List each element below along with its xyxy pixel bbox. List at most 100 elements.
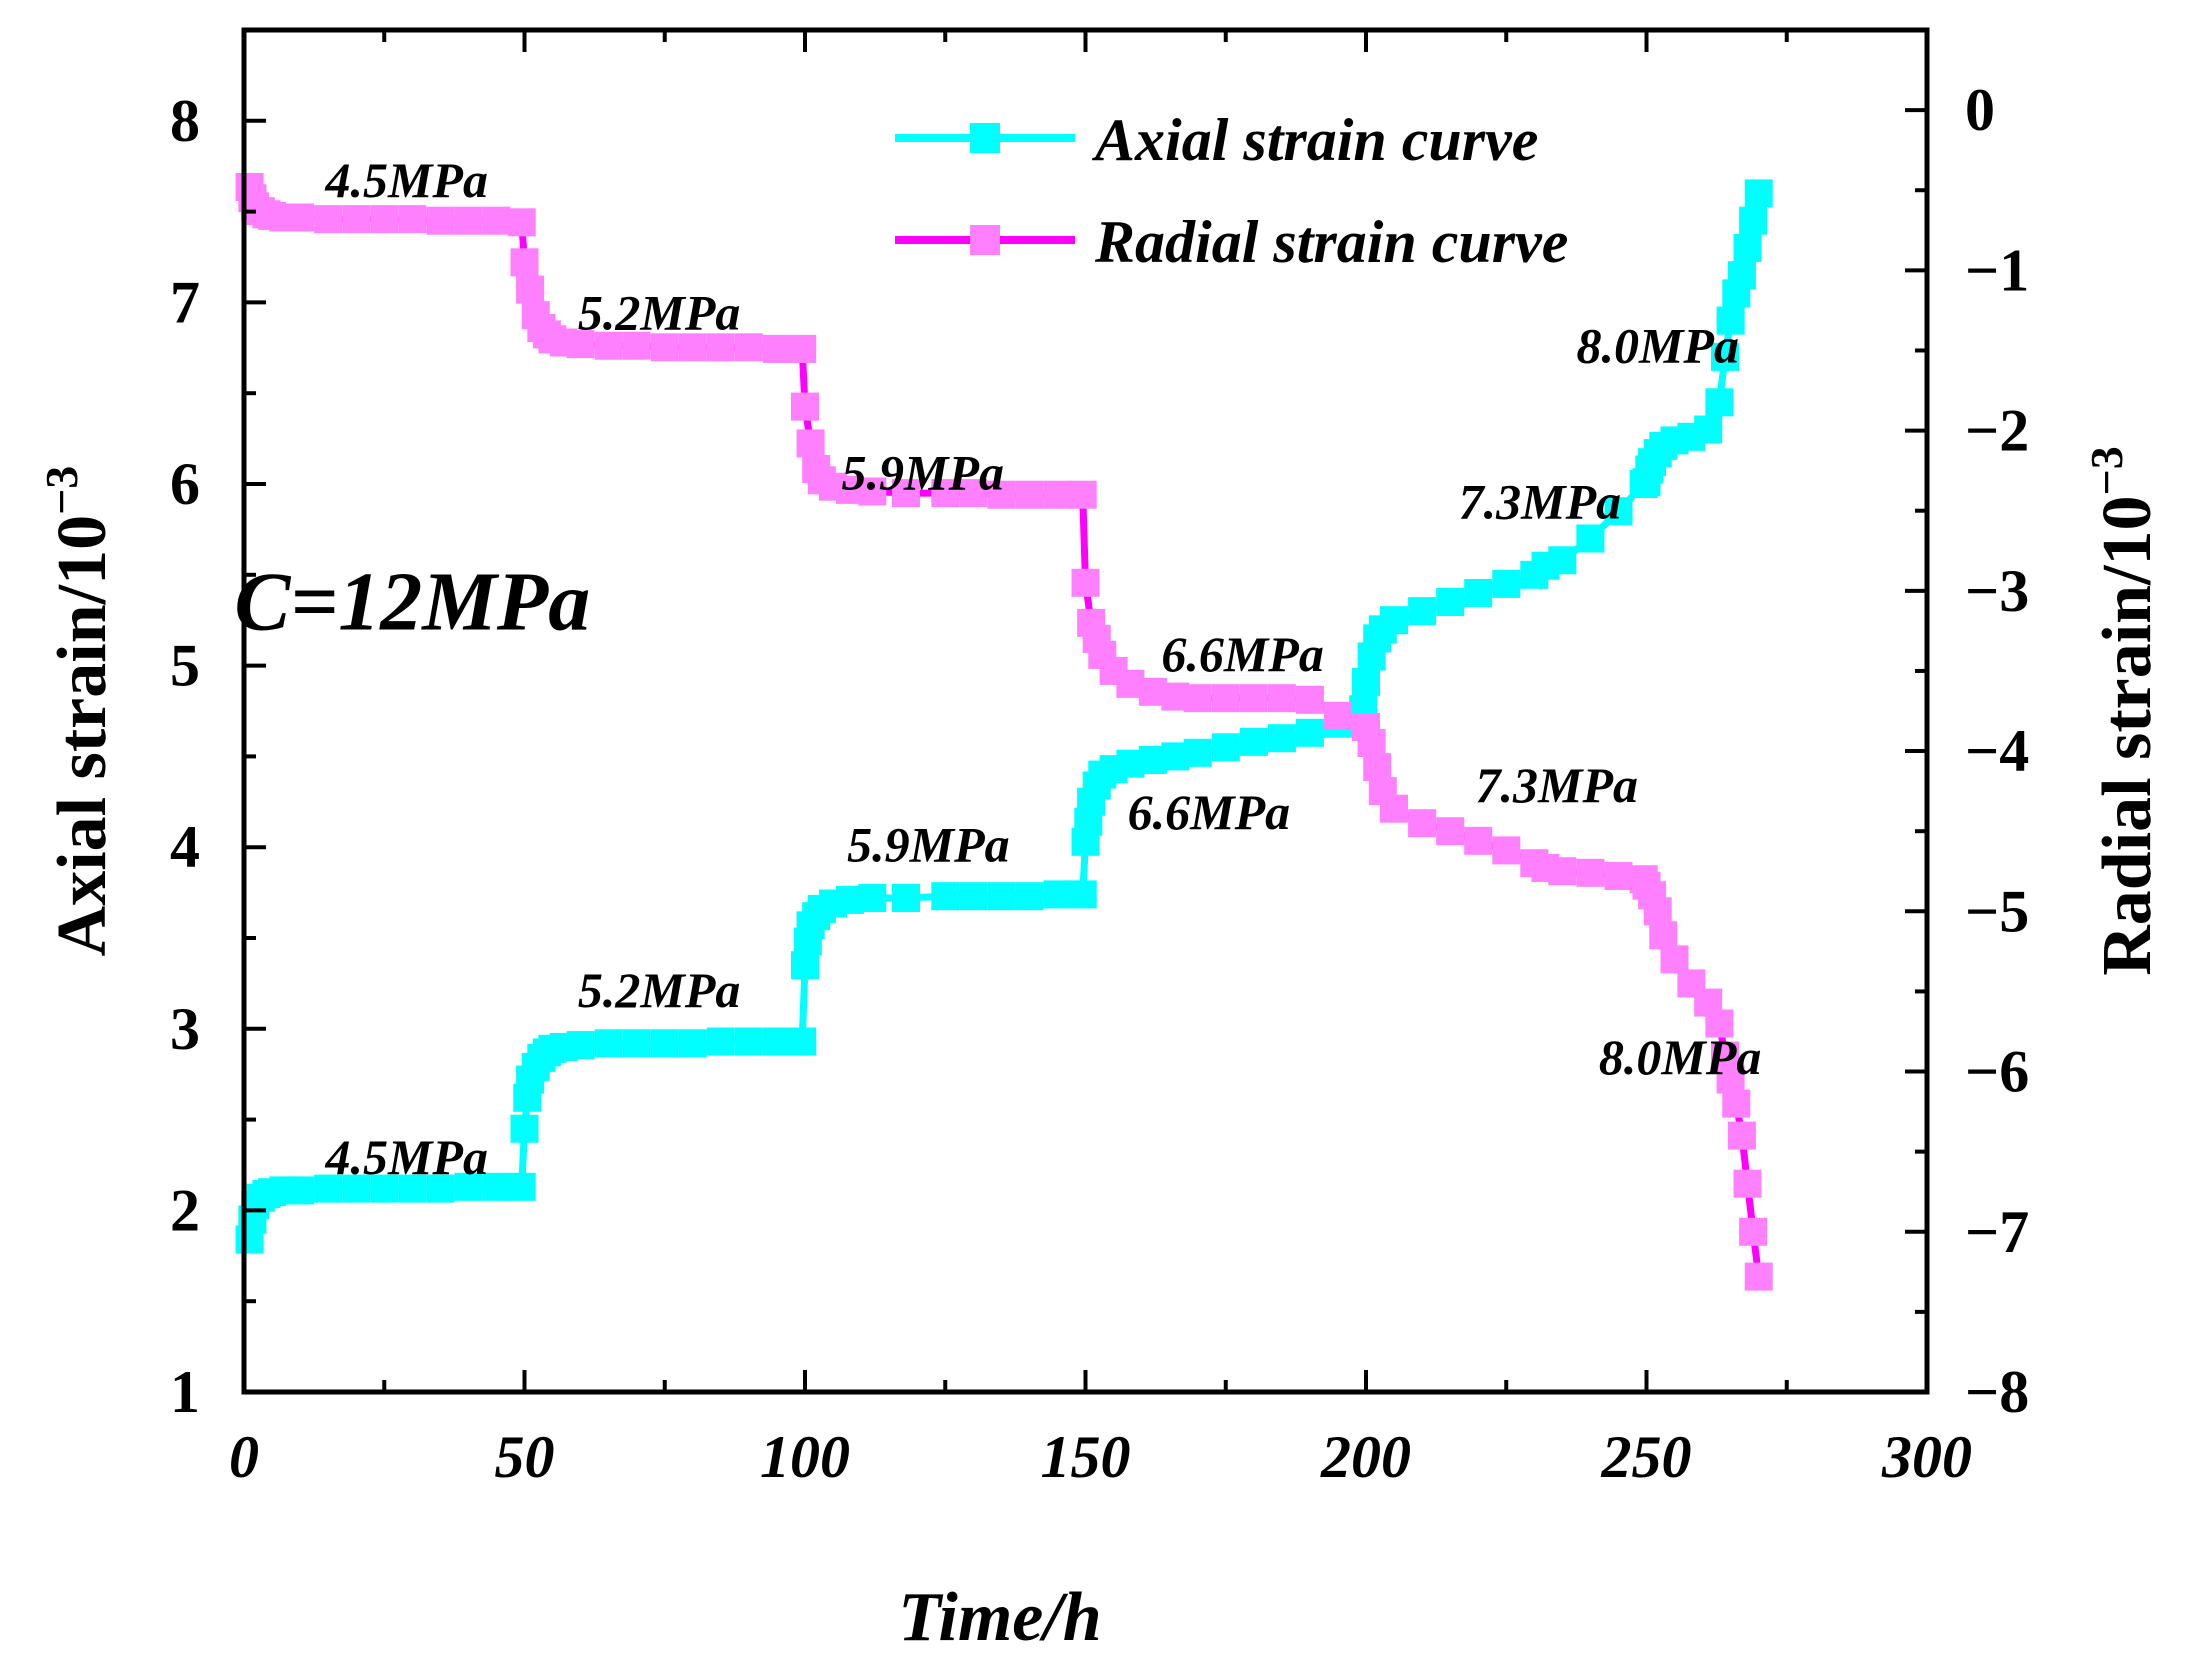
stress-level-annotation: 5.2MPa (578, 962, 741, 1018)
legend-radial-label: Radial strain curve (1094, 209, 1568, 275)
y-tick-label: 3 (170, 996, 200, 1062)
radial-strain-point (1239, 684, 1268, 713)
y2-tick-label: −3 (1965, 558, 2029, 624)
axial-strain-point (959, 882, 988, 911)
axial-strain-point (1711, 342, 1739, 371)
axial-strain-point (622, 1029, 651, 1058)
radial-strain-point (1408, 809, 1437, 838)
axial-strain-point (858, 884, 887, 912)
axial-strain-point (762, 1027, 791, 1056)
x-tick-label: 150 (1041, 1424, 1131, 1490)
y-tick-label: 7 (170, 269, 200, 335)
radial-strain-point (1183, 684, 1212, 713)
x-tick-label: 200 (1320, 1424, 1411, 1490)
svg-text:Radial strain/10−3: Radial strain/10−3 (2081, 446, 2166, 976)
axial-strain-point (987, 882, 1016, 911)
y-tick-label: 8 (170, 88, 200, 154)
radial-strain-point (1464, 826, 1493, 855)
radial-strain-point (398, 205, 427, 234)
radial-strain-point (1363, 753, 1392, 782)
axial-strain-point (1716, 306, 1745, 335)
radial-strain-point (1739, 1217, 1768, 1246)
y2-tick-label: −2 (1965, 398, 2029, 464)
radial-strain-point (1492, 836, 1521, 865)
axial-strain-point (566, 1031, 595, 1060)
radial-strain-point (510, 248, 539, 277)
label-layer: 0 50 100 150 200 250 300 1 2 3 4 5 6 7 8 0 −1 −2 −3 −4 −5 −6 −… (170, 77, 2029, 1490)
y-tick-label: 4 (170, 814, 200, 880)
radial-strain-point (678, 333, 707, 362)
plot-frame (241, 27, 1930, 1395)
axial-strain-point (1548, 546, 1577, 575)
axial-strain-point (1705, 388, 1734, 417)
axial-strain-point (426, 1174, 455, 1203)
y-tick-label: 6 (170, 451, 200, 517)
radial-strain-point (594, 331, 623, 360)
tick-layer (242, 28, 1929, 1394)
radial-strain-point (1727, 1121, 1756, 1150)
radial-strain-point (1660, 945, 1689, 974)
axial-strain-point (594, 1029, 623, 1058)
axial-strain-point (454, 1172, 483, 1201)
axial-strain-point (370, 1174, 399, 1203)
axial-strain-point (286, 1176, 315, 1205)
y2-tick-label: −7 (1965, 1199, 2029, 1265)
x-tick-label: 300 (1881, 1424, 1972, 1490)
radial-strain-point (1295, 685, 1324, 714)
stress-level-annotation: 4.5MPa (324, 1129, 488, 1185)
radial-strain-point (1733, 1169, 1762, 1198)
stress-level-annotation: 6.6MPa (1161, 626, 1324, 682)
axial-strain-point (1727, 261, 1756, 290)
y-tick-label: 1 (170, 1359, 200, 1425)
legend-axial-label: Axial strain curve (1091, 107, 1538, 173)
axial-strain-point (1015, 882, 1044, 911)
radial-strain-point (1211, 684, 1240, 713)
stress-level-annotation: 6.6MPa (1128, 784, 1291, 840)
axial-strain-point (1492, 569, 1521, 598)
y-axis-title: Axial strain/10−3 (36, 466, 121, 957)
radial-strain-point (734, 333, 763, 362)
radial-strain-point (1576, 858, 1605, 887)
radial-strain-point (1357, 729, 1386, 757)
radial-strain-point (286, 203, 315, 232)
radial-strain-point (370, 205, 399, 234)
y2-tick-label: −4 (1965, 718, 2029, 784)
y2-tick-label: −5 (1965, 878, 2029, 944)
radial-strain-point (1324, 701, 1352, 730)
radial-strain-point (1548, 857, 1577, 886)
radial-strain-point (791, 392, 819, 421)
y2-tick-label: −6 (1965, 1039, 2029, 1105)
axial-strain-point (1408, 597, 1437, 626)
axial-strain-point (788, 1027, 817, 1056)
radial-strain-point (931, 479, 960, 508)
axial-strain-point (1295, 718, 1324, 747)
stress-level-annotation: 5.2MPa (578, 285, 741, 341)
legend-axial-marker (970, 123, 1000, 153)
radial-strain-point (454, 206, 483, 235)
axial-strain-point (1380, 606, 1408, 635)
radial-strain-point (1043, 480, 1072, 509)
y2-axis-title-base: Radial strain/10 (2089, 495, 2166, 975)
radial-strain-point (1267, 684, 1296, 713)
radial-strain-point (566, 330, 595, 359)
radial-strain-point (1436, 817, 1465, 846)
radial-strain-point (762, 334, 791, 363)
stress-level-annotation: 8.0MPa (1576, 317, 1739, 373)
radial-strain-point (706, 333, 735, 362)
radial-strain-point (1380, 794, 1408, 823)
radial-strain-point (858, 477, 887, 506)
radial-strain-point (892, 479, 920, 508)
axial-strain-point (1464, 579, 1493, 607)
legend: Axial strain curve Radial strain curve (895, 107, 1568, 275)
radial-strain-point (516, 275, 545, 304)
radial-strain-point (622, 331, 651, 360)
axial-strain-point (1604, 497, 1633, 526)
radial-strain-point (650, 333, 679, 362)
radial-strain-point (1711, 1041, 1739, 1070)
axial-strain-point (1694, 415, 1723, 444)
x-tick-label: 250 (1601, 1424, 1692, 1490)
radial-strain-point (1722, 1089, 1751, 1118)
svg-text:Axial strain/10−3: Axial strain/10−3 (36, 466, 121, 957)
axial-strain-point (1576, 524, 1605, 553)
